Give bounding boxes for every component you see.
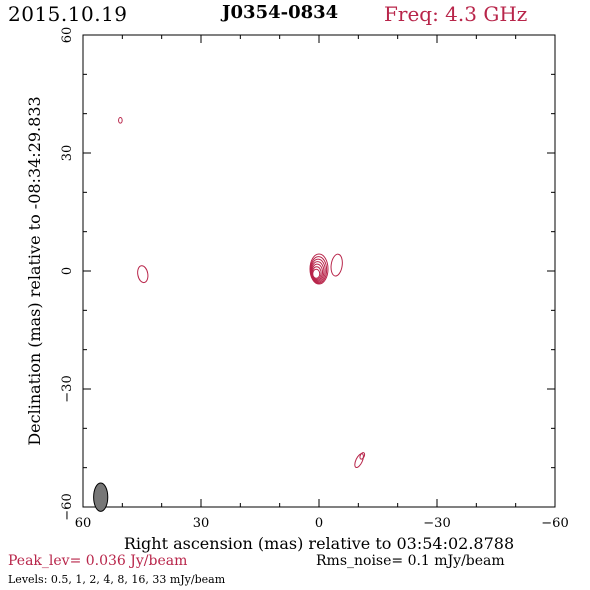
x-tick-label: −60 (541, 516, 568, 531)
x-tick-label: −30 (423, 516, 450, 531)
x-tick-label: 0 (315, 516, 323, 531)
jet-knot-contour (330, 253, 343, 277)
x-tick-label: 60 (75, 516, 92, 531)
y-tick-label: 60 (60, 27, 75, 44)
north-blob-contour (118, 117, 123, 124)
contour-layer (118, 117, 366, 469)
frequency-label: Freq: 4.3 GHz (384, 2, 528, 26)
south-blob-contour (354, 453, 364, 469)
x-tick-label: 30 (193, 516, 210, 531)
peak-level: Peak_lev= 0.036 Jy/beam (8, 553, 188, 569)
beam-ellipse (93, 482, 109, 512)
y-tick-label: −30 (60, 375, 75, 402)
core-contour-16 (311, 266, 322, 280)
core-contour-33 (312, 268, 321, 279)
source-name: J0354-0834 (222, 2, 339, 23)
y-tick-label: 0 (60, 267, 75, 275)
x-axis-label: Right ascension (mas) relative to 03:54:… (124, 534, 514, 553)
y-axis-label: Declination (mas) relative to -08:34:29.… (25, 96, 44, 445)
south-blob-inner-contour (359, 452, 366, 460)
epoch-date: 2015.10.19 (8, 2, 128, 26)
east-blob-contour (137, 265, 149, 284)
contour-levels: Levels: 0.5, 1, 2, 4, 8, 16, 33 mJy/beam (8, 573, 226, 586)
y-tick-label: −60 (60, 493, 75, 520)
y-tick-label: 30 (60, 145, 75, 162)
rms-noise: Rms_noise= 0.1 mJy/beam (316, 553, 505, 569)
